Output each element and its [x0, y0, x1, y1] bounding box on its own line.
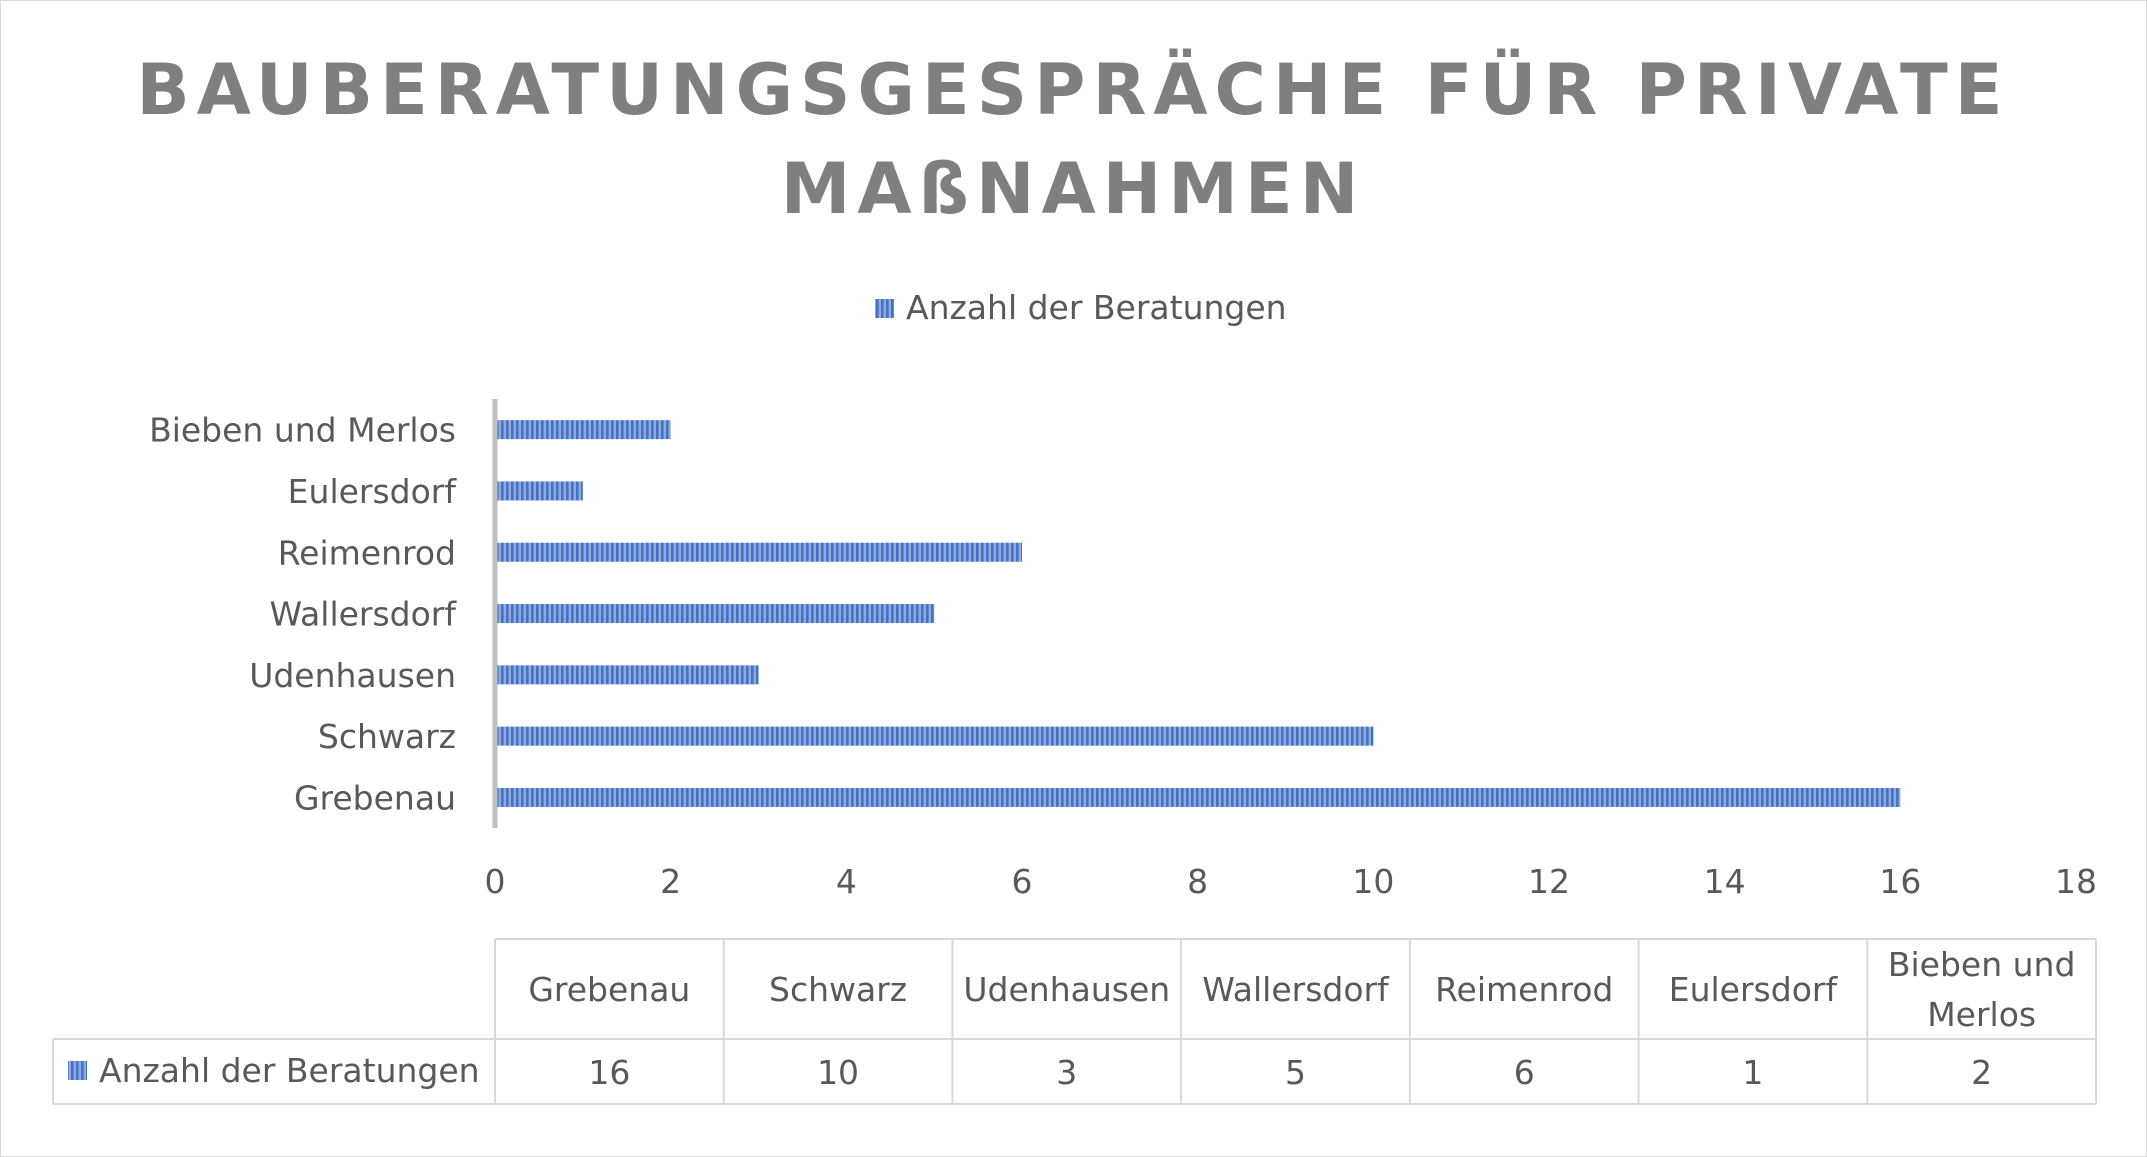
- x-tick-8: 16: [1879, 862, 1921, 901]
- legend-label: Anzahl der Beratungen: [906, 288, 1287, 327]
- bar-5: [495, 481, 583, 501]
- x-tick-9: 18: [2055, 862, 2097, 901]
- category-label-0: Grebenau: [294, 778, 456, 817]
- x-tick-5: 10: [1352, 862, 1394, 901]
- x-tick-4: 8: [1187, 862, 1208, 901]
- legend-swatch: [875, 299, 894, 318]
- x-tick-6: 12: [1528, 862, 1570, 901]
- table-header-2: Udenhausen: [963, 970, 1170, 1009]
- x-tick-7: 14: [1704, 862, 1746, 901]
- table-value-2: 3: [1056, 1053, 1077, 1092]
- legend: Anzahl der Beratungen: [875, 288, 1287, 327]
- table-value-3: 5: [1285, 1053, 1306, 1092]
- table-value-5: 1: [1742, 1053, 1763, 1092]
- table-value-6: 2: [1971, 1053, 1992, 1092]
- bar-4: [495, 542, 1022, 562]
- table-value-0: 16: [588, 1053, 630, 1092]
- table-series-swatch: [68, 1061, 87, 1080]
- table-value-4: 6: [1514, 1053, 1535, 1092]
- bar-6: [495, 420, 671, 440]
- x-tick-2: 4: [836, 862, 857, 901]
- category-labels: Grebenau Schwarz Udenhausen Wallersdorf Reim…: [149, 411, 457, 818]
- table-series-label: Anzahl der Beratungen: [99, 1051, 480, 1090]
- table-header-5: Eulersdorf: [1669, 970, 1839, 1009]
- data-table: Grebenau Schwarz Udenhausen Wallersdorf Reim…: [52, 938, 2097, 1105]
- category-label-6: Bieben und Merlos: [149, 411, 456, 450]
- bar-1: [495, 726, 1374, 746]
- x-tick-3: 6: [1012, 862, 1033, 901]
- table-header-6-line-0: Bieben und: [1888, 945, 2076, 984]
- table-value-1: 10: [817, 1053, 859, 1092]
- table-header-6-line-1: Merlos: [1927, 995, 2036, 1034]
- x-tick-0: 0: [485, 862, 506, 901]
- category-label-3: Wallersdorf: [270, 595, 458, 634]
- category-label-4: Reimenrod: [278, 533, 456, 572]
- table-header-1: Schwarz: [769, 970, 907, 1009]
- bar-2: [495, 665, 759, 685]
- category-label-5: Eulersdorf: [288, 472, 458, 511]
- chart-title-line-1: BAUBERATUNGSGESPRÄCHE FÜR PRIVATE: [136, 49, 2009, 131]
- table-header-0: Grebenau: [528, 970, 690, 1009]
- chart-title-line-2: MAßNAHMEN: [781, 148, 1366, 230]
- bars: [495, 420, 1901, 807]
- x-tick-labels: 0 2 4 6 8 10 12 14 16 18: [485, 862, 2098, 901]
- x-tick-1: 2: [660, 862, 681, 901]
- table-header-4: Reimenrod: [1435, 970, 1613, 1009]
- category-label-1: Schwarz: [318, 717, 456, 756]
- category-label-2: Udenhausen: [249, 656, 456, 695]
- bar-0: [495, 787, 1901, 807]
- table-header-3: Wallersdorf: [1202, 970, 1390, 1009]
- bar-3: [495, 604, 935, 624]
